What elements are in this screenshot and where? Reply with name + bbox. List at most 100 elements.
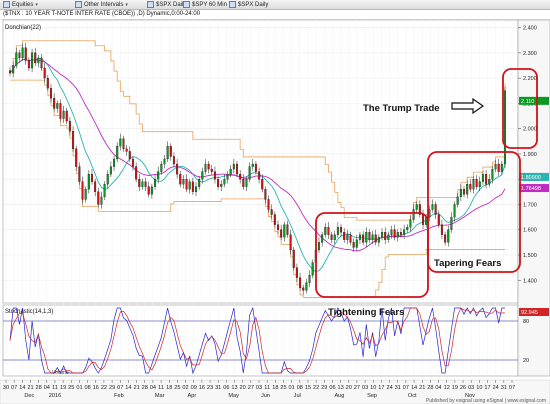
candle-body bbox=[109, 166, 112, 175]
candle-body bbox=[289, 234, 292, 251]
x-axis-area bbox=[0, 379, 550, 404]
candle-body bbox=[393, 229, 396, 238]
x-tick-label: 18 bbox=[272, 385, 278, 391]
x-tick-label: 25 bbox=[280, 385, 286, 391]
x-tick-label: 02 bbox=[182, 385, 188, 391]
candle-body bbox=[355, 239, 358, 248]
candle-body bbox=[292, 249, 295, 268]
equities-tab[interactable]: Equities ▾ bbox=[3, 1, 38, 8]
candle-body bbox=[201, 171, 204, 180]
candle-body bbox=[358, 234, 361, 240]
candle-body bbox=[299, 277, 302, 288]
x-tick-label: 10 bbox=[370, 385, 376, 391]
candle-body bbox=[163, 158, 166, 165]
x-tick-label: 22 bbox=[313, 385, 319, 391]
candle-body bbox=[305, 282, 308, 291]
stochastic-tick-label: 20 bbox=[523, 358, 529, 364]
volume-tab: Volume bbox=[52, 370, 69, 376]
candle-body bbox=[150, 186, 153, 195]
candle-body bbox=[500, 163, 503, 172]
candle-body bbox=[21, 47, 24, 59]
x-tick-label: 18 bbox=[166, 385, 172, 391]
y-tick-label: 1.400 bbox=[523, 278, 537, 284]
x-tick-label: 03 bbox=[468, 385, 474, 391]
candle-body bbox=[273, 214, 276, 225]
candle-body bbox=[251, 163, 254, 167]
candle-body bbox=[100, 196, 103, 205]
candle-body bbox=[43, 67, 46, 79]
candle-body bbox=[415, 204, 418, 210]
candle-body bbox=[229, 168, 232, 175]
x-tick-label: 31 bbox=[395, 385, 401, 391]
candle-body bbox=[195, 186, 198, 192]
chart-icon bbox=[147, 1, 154, 8]
candle-body bbox=[311, 262, 314, 276]
x-month-label: Apr bbox=[188, 393, 197, 399]
candle-body bbox=[422, 214, 425, 225]
candle-body bbox=[217, 179, 220, 187]
candle-body bbox=[437, 214, 440, 225]
x-tick-label: 16 bbox=[93, 385, 99, 391]
candle-body bbox=[147, 186, 150, 195]
candle-body bbox=[56, 103, 59, 109]
candle-body bbox=[176, 163, 179, 175]
candle-body bbox=[81, 181, 84, 200]
candle-body bbox=[261, 179, 264, 190]
candle-body bbox=[283, 224, 286, 238]
spx-daily-tab-2[interactable]: $SPX Daily bbox=[229, 1, 268, 8]
y-tick-label: 1.500 bbox=[523, 253, 537, 259]
candle-body bbox=[182, 179, 185, 185]
candle-body bbox=[317, 242, 320, 251]
candle-body bbox=[466, 184, 469, 195]
candle-body bbox=[308, 275, 311, 283]
candle-body bbox=[242, 179, 245, 187]
candle-body bbox=[53, 98, 56, 109]
tab-label: $SPX Daily bbox=[238, 1, 269, 8]
candle-body bbox=[59, 103, 62, 119]
candle-body bbox=[456, 196, 459, 205]
x-month-label: Jul bbox=[294, 393, 301, 399]
spx-daily-tab[interactable]: $SPX Daily bbox=[147, 1, 186, 8]
spy-60min-tab[interactable]: $SPY 60 Min bbox=[183, 1, 227, 8]
x-tick-label: 30 bbox=[3, 385, 9, 391]
candle-body bbox=[40, 57, 43, 69]
price-marker bbox=[519, 96, 549, 105]
x-tick-label: 06 bbox=[329, 385, 335, 391]
footer-credit: Published by esignal using eSignal | www… bbox=[426, 398, 546, 404]
candle-body bbox=[384, 232, 387, 240]
candle-body bbox=[232, 163, 235, 170]
annotation-trump-trade: The Trump Trade bbox=[363, 103, 440, 114]
tab-label: $SPX Daily bbox=[156, 1, 187, 8]
stochastic-tick-label: 80 bbox=[523, 319, 529, 325]
candle-body bbox=[144, 181, 147, 187]
x-tick-label: 25 bbox=[68, 385, 74, 391]
candle-body bbox=[478, 181, 481, 187]
x-tick-label: 21 bbox=[419, 385, 425, 391]
candle-body bbox=[295, 267, 298, 278]
candle-body bbox=[185, 179, 188, 190]
x-tick-label: 24 bbox=[386, 385, 392, 391]
candle-body bbox=[390, 229, 393, 235]
candle-body bbox=[223, 179, 226, 185]
candle-body bbox=[346, 234, 349, 240]
candle-body bbox=[34, 52, 37, 64]
x-tick-label: 23 bbox=[207, 385, 213, 391]
candle-body bbox=[235, 163, 239, 175]
candle-body bbox=[349, 234, 352, 243]
x-tick-label: 28 bbox=[427, 385, 433, 391]
candle-body bbox=[447, 229, 450, 243]
folder-icon bbox=[3, 1, 10, 8]
candle-body bbox=[450, 216, 453, 230]
x-tick-label: 20 bbox=[240, 385, 246, 391]
candle-body bbox=[157, 171, 160, 180]
x-tick-label: 29 bbox=[321, 385, 327, 391]
candle-body bbox=[374, 234, 377, 243]
other-intervals-tab[interactable]: Other Intervals ▾ bbox=[75, 1, 128, 8]
candle-body bbox=[198, 179, 201, 187]
candle-body bbox=[276, 224, 280, 230]
candle-body bbox=[431, 204, 434, 210]
candle-body bbox=[377, 237, 380, 243]
candle-body bbox=[270, 209, 273, 215]
candle-body bbox=[327, 227, 330, 235]
